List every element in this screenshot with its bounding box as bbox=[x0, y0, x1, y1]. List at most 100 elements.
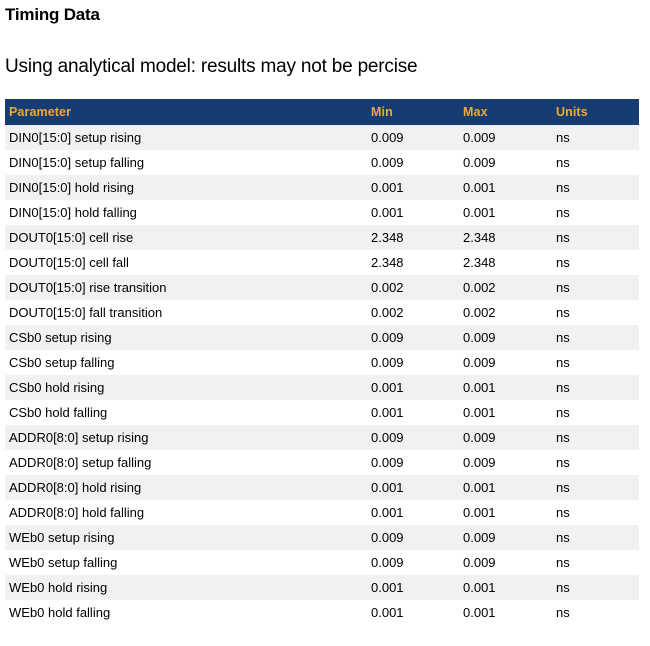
table-row: ADDR0[8:0] hold falling 0.001 0.001 ns bbox=[5, 500, 639, 525]
table-row: WEb0 hold falling 0.001 0.001 ns bbox=[5, 600, 639, 625]
cell-max: 0.001 bbox=[463, 380, 496, 395]
cell-max: 0.001 bbox=[463, 505, 496, 520]
cell-min: 0.009 bbox=[371, 155, 404, 170]
cell-units: ns bbox=[556, 180, 570, 195]
cell-max: 0.001 bbox=[463, 480, 496, 495]
cell-max: 2.348 bbox=[463, 230, 496, 245]
column-header-units: Units bbox=[552, 99, 639, 125]
cell-min: 0.001 bbox=[371, 405, 404, 420]
column-header-parameter: Parameter bbox=[5, 99, 367, 125]
cell-max: 0.001 bbox=[463, 580, 496, 595]
cell-max: 0.009 bbox=[463, 555, 496, 570]
table-row: CSb0 setup falling 0.009 0.009 ns bbox=[5, 350, 639, 375]
table-row: WEb0 setup falling 0.009 0.009 ns bbox=[5, 550, 639, 575]
cell-max: 0.001 bbox=[463, 205, 496, 220]
table-row: DOUT0[15:0] cell rise 2.348 2.348 ns bbox=[5, 225, 639, 250]
cell-min: 0.001 bbox=[371, 205, 404, 220]
table-row: ADDR0[8:0] hold rising 0.001 0.001 ns bbox=[5, 475, 639, 500]
cell-max: 0.001 bbox=[463, 180, 496, 195]
cell-max: 0.009 bbox=[463, 355, 496, 370]
cell-parameter: WEb0 setup falling bbox=[9, 555, 118, 570]
table-header-row: Parameter Min Max Units bbox=[5, 99, 639, 125]
table-body: DIN0[15:0] setup rising 0.009 0.009 ns DIN0[… bbox=[5, 125, 639, 625]
cell-units: ns bbox=[556, 380, 570, 395]
cell-max: 0.009 bbox=[463, 330, 496, 345]
cell-units: ns bbox=[556, 255, 570, 270]
cell-min: 0.001 bbox=[371, 580, 404, 595]
cell-min: 0.001 bbox=[371, 180, 404, 195]
cell-min: 0.009 bbox=[371, 330, 404, 345]
cell-min: 0.001 bbox=[371, 505, 404, 520]
cell-units: ns bbox=[556, 130, 570, 145]
cell-units: ns bbox=[556, 480, 570, 495]
cell-min: 0.009 bbox=[371, 430, 404, 445]
cell-units: ns bbox=[556, 205, 570, 220]
table-row: CSb0 hold falling 0.001 0.001 ns bbox=[5, 400, 639, 425]
cell-parameter: CSb0 hold falling bbox=[9, 405, 108, 420]
cell-units: ns bbox=[556, 230, 570, 245]
table-row: DOUT0[15:0] fall transition 0.002 0.002 ns bbox=[5, 300, 639, 325]
cell-parameter: CSb0 setup rising bbox=[9, 330, 112, 345]
cell-max: 0.002 bbox=[463, 305, 496, 320]
cell-min: 0.001 bbox=[371, 480, 404, 495]
cell-parameter: ADDR0[8:0] setup falling bbox=[9, 455, 152, 470]
cell-parameter: DIN0[15:0] hold falling bbox=[9, 205, 137, 220]
cell-parameter: WEb0 hold rising bbox=[9, 580, 108, 595]
cell-min: 0.009 bbox=[371, 530, 404, 545]
cell-units: ns bbox=[556, 355, 570, 370]
cell-min: 0.002 bbox=[371, 305, 404, 320]
cell-parameter: DIN0[15:0] setup rising bbox=[9, 130, 142, 145]
cell-units: ns bbox=[556, 155, 570, 170]
page-subtitle: Using analytical model: results may not … bbox=[5, 56, 418, 77]
cell-parameter: DOUT0[15:0] fall transition bbox=[9, 305, 163, 320]
cell-parameter: ADDR0[8:0] hold rising bbox=[9, 480, 142, 495]
table-row: CSb0 hold rising 0.001 0.001 ns bbox=[5, 375, 639, 400]
page-title: Timing Data bbox=[5, 5, 100, 24]
cell-max: 0.001 bbox=[463, 605, 496, 620]
cell-units: ns bbox=[556, 280, 570, 295]
cell-min: 0.001 bbox=[371, 605, 404, 620]
cell-parameter: WEb0 hold falling bbox=[9, 605, 111, 620]
cell-parameter: CSb0 hold rising bbox=[9, 380, 105, 395]
cell-units: ns bbox=[556, 455, 570, 470]
cell-max: 0.009 bbox=[463, 455, 496, 470]
cell-max: 2.348 bbox=[463, 255, 496, 270]
table-row: WEb0 setup rising 0.009 0.009 ns bbox=[5, 525, 639, 550]
cell-min: 0.009 bbox=[371, 130, 404, 145]
cell-min: 0.002 bbox=[371, 280, 404, 295]
cell-parameter: DIN0[15:0] setup falling bbox=[9, 155, 145, 170]
cell-min: 0.009 bbox=[371, 555, 404, 570]
cell-max: 0.009 bbox=[463, 155, 496, 170]
cell-units: ns bbox=[556, 530, 570, 545]
cell-parameter: CSb0 setup falling bbox=[9, 355, 115, 370]
cell-min: 2.348 bbox=[371, 255, 404, 270]
cell-parameter: ADDR0[8:0] setup rising bbox=[9, 430, 149, 445]
column-header-min: Min bbox=[367, 99, 459, 125]
table-row: DIN0[15:0] hold falling 0.001 0.001 ns bbox=[5, 200, 639, 225]
cell-units: ns bbox=[556, 605, 570, 620]
cell-units: ns bbox=[556, 305, 570, 320]
table-row: DOUT0[15:0] cell fall 2.348 2.348 ns bbox=[5, 250, 639, 275]
table-row: DIN0[15:0] hold rising 0.001 0.001 ns bbox=[5, 175, 639, 200]
cell-parameter: ADDR0[8:0] hold falling bbox=[9, 505, 145, 520]
cell-min: 2.348 bbox=[371, 230, 404, 245]
cell-max: 0.001 bbox=[463, 405, 496, 420]
table-row: DIN0[15:0] setup falling 0.009 0.009 ns bbox=[5, 150, 639, 175]
column-header-max: Max bbox=[459, 99, 552, 125]
cell-parameter: DIN0[15:0] hold rising bbox=[9, 180, 135, 195]
timing-data-table: Parameter Min Max Units DIN0[15:0] setup… bbox=[5, 99, 639, 625]
table-row: DIN0[15:0] setup rising 0.009 0.009 ns bbox=[5, 125, 639, 150]
table-row: CSb0 setup rising 0.009 0.009 ns bbox=[5, 325, 639, 350]
table-header: Parameter Min Max Units bbox=[5, 99, 639, 125]
cell-max: 0.009 bbox=[463, 430, 496, 445]
table-row: ADDR0[8:0] setup falling 0.009 0.009 ns bbox=[5, 450, 639, 475]
cell-units: ns bbox=[556, 555, 570, 570]
table-row: WEb0 hold rising 0.001 0.001 ns bbox=[5, 575, 639, 600]
timing-report-page: Timing Data Using analytical model: resu… bbox=[5, 5, 639, 625]
cell-max: 0.002 bbox=[463, 280, 496, 295]
cell-max: 0.009 bbox=[463, 530, 496, 545]
cell-units: ns bbox=[556, 580, 570, 595]
cell-units: ns bbox=[556, 405, 570, 420]
cell-units: ns bbox=[556, 505, 570, 520]
cell-units: ns bbox=[556, 430, 570, 445]
